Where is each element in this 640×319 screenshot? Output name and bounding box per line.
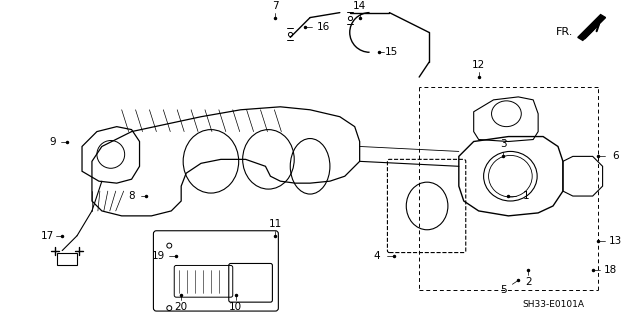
Text: 14: 14 xyxy=(353,1,366,11)
Text: 10: 10 xyxy=(229,302,243,312)
Text: 1: 1 xyxy=(523,191,529,201)
Text: 12: 12 xyxy=(472,60,485,70)
Text: 18: 18 xyxy=(604,265,617,275)
Text: 9: 9 xyxy=(49,137,56,146)
Text: 16: 16 xyxy=(316,22,330,33)
Text: FR.: FR. xyxy=(556,27,573,37)
Text: SH33-E0101A: SH33-E0101A xyxy=(522,300,584,309)
Text: 15: 15 xyxy=(385,47,398,57)
Text: 20: 20 xyxy=(175,302,188,312)
Text: 17: 17 xyxy=(41,231,54,241)
Text: 19: 19 xyxy=(152,250,165,261)
Text: 2: 2 xyxy=(525,277,532,287)
Text: 13: 13 xyxy=(609,236,622,246)
Text: 11: 11 xyxy=(269,219,282,229)
Polygon shape xyxy=(578,15,605,41)
Text: 4: 4 xyxy=(373,250,380,261)
Text: 8: 8 xyxy=(128,191,135,201)
Text: 5: 5 xyxy=(500,285,507,295)
Text: 3: 3 xyxy=(500,139,507,150)
Text: 6: 6 xyxy=(612,152,619,161)
Text: 7: 7 xyxy=(272,1,278,11)
